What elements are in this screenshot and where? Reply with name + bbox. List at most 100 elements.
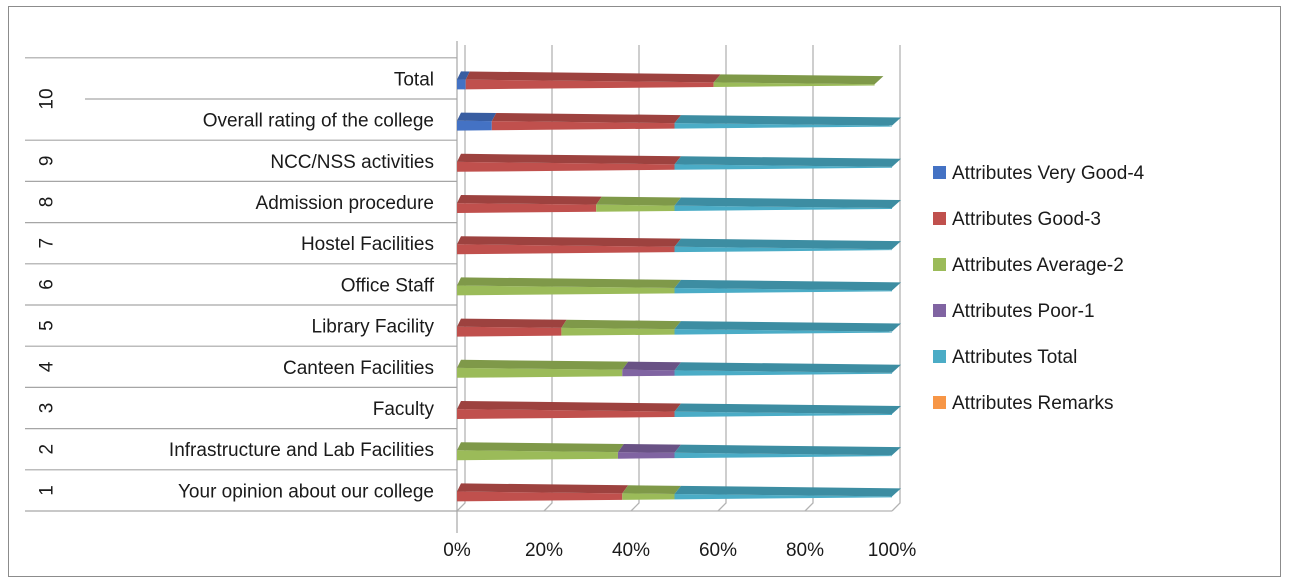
category-label: Library Facility [312, 317, 435, 338]
bar-segment-top [457, 318, 567, 328]
bar-segment-top [457, 359, 629, 370]
bar-segment-top [561, 319, 681, 330]
bar-segment-top [491, 112, 681, 124]
x-tick-label: 0% [443, 540, 471, 561]
grid-layer [456, 45, 901, 512]
bar-segment-top [674, 444, 901, 456]
bar-segment [596, 204, 675, 212]
bar-segment [674, 123, 892, 129]
bar-segment-top [457, 71, 470, 80]
group-label: 1 [37, 485, 58, 496]
bar-segment-top [457, 483, 629, 494]
category-label: Admission procedure [256, 193, 434, 214]
x-tick-label: 100% [868, 540, 917, 561]
legend-label: Attributes Good-3 [952, 209, 1101, 230]
bar-segment [457, 491, 623, 502]
bar-segment [674, 411, 892, 417]
legend-label: Attributes Poor-1 [952, 301, 1095, 322]
bar-segment-top [617, 444, 681, 453]
chart-svg: Your opinion about our college Infrastruc… [25, 41, 1145, 561]
bar-segment [457, 244, 675, 255]
gridline [891, 45, 901, 512]
group-label: 9 [37, 156, 58, 167]
category-label: Office Staff [341, 275, 435, 296]
bar-segment [491, 121, 675, 131]
category-label: Total [394, 69, 434, 90]
bar-segment-top [674, 156, 901, 167]
bar-segment [457, 161, 675, 172]
bar-segment-top [674, 485, 901, 497]
bar-segment [674, 205, 892, 211]
bar-segment [674, 329, 892, 335]
group-label: 8 [37, 197, 58, 208]
bar-segment-top [596, 196, 681, 206]
group-label: 6 [37, 279, 58, 290]
category-label: Canteen Facilities [283, 358, 434, 379]
legend-label: Attributes Average-2 [952, 255, 1124, 276]
bar-segment-top [622, 485, 681, 494]
bar-segment-top [457, 236, 681, 247]
bar-segment [561, 327, 675, 336]
legend-swatch [933, 304, 946, 317]
legend-swatch [933, 166, 946, 179]
bar-segment-top [457, 442, 624, 453]
group-label: 5 [37, 320, 58, 331]
bar-segment-top [674, 279, 901, 291]
bar-segment [457, 409, 675, 419]
bar-segment-top [465, 71, 721, 83]
bar-segment [674, 164, 892, 170]
legend-swatch [933, 350, 946, 363]
bar-segment [457, 79, 466, 90]
bar-segment [674, 452, 892, 459]
x-tick-label: 20% [525, 540, 563, 561]
gridline [717, 45, 727, 512]
bar-segment [465, 79, 714, 90]
category-label: Your opinion about our college [178, 481, 434, 502]
group-label: 4 [37, 361, 58, 372]
bar-segment [457, 450, 618, 461]
group-label: 2 [37, 444, 58, 455]
group-label: 3 [37, 403, 58, 414]
x-tick-label: 80% [786, 540, 824, 561]
bar-segment [674, 287, 892, 294]
bar-segment-top [457, 153, 681, 165]
x-tick-label: 40% [612, 540, 650, 561]
category-label: Hostel Facilities [301, 234, 434, 255]
bar-layer [457, 71, 901, 502]
bar-segment [457, 285, 675, 296]
bar-segment-top [713, 74, 884, 85]
bar-segment [622, 369, 675, 377]
bar-segment [674, 246, 892, 253]
bar-segment [457, 367, 623, 378]
category-axis: Your opinion about our college Infrastruc… [25, 41, 458, 533]
bar-segment [457, 203, 597, 213]
category-label: NCC/NSS activities [270, 152, 434, 173]
bar-segment [457, 326, 562, 337]
bar-segment [674, 493, 892, 500]
category-label: Faculty [373, 399, 435, 420]
gridline [804, 45, 814, 512]
x-tick-label: 60% [699, 540, 737, 561]
bar-segment [457, 120, 492, 131]
bar-segment [617, 452, 675, 459]
bar-segment-top [457, 277, 681, 288]
legend-label: Attributes Remarks [952, 393, 1114, 414]
group-label: 7 [37, 238, 58, 249]
group-label: 10 [37, 88, 58, 109]
x-axis: 0% 20% 40% 60% 80% 100% [443, 540, 916, 561]
legend: Attributes Very Good-4 Attributes Good-3 A… [933, 163, 1145, 414]
bar-segment [674, 370, 892, 376]
category-label: Overall rating of the college [203, 111, 434, 132]
bar-segment [622, 493, 675, 500]
legend-swatch [933, 212, 946, 225]
bar-segment-top [457, 195, 602, 205]
bar-segment-top [457, 401, 681, 412]
bar-segment-top [674, 197, 901, 209]
legend-swatch [933, 396, 946, 409]
bar-segment-top [674, 362, 901, 373]
legend-label: Attributes Very Good-4 [952, 163, 1145, 184]
bar-segment-top [674, 238, 901, 250]
bar-segment-top [674, 403, 901, 415]
bar-segment-top [674, 115, 901, 126]
bar-segment [713, 82, 875, 88]
